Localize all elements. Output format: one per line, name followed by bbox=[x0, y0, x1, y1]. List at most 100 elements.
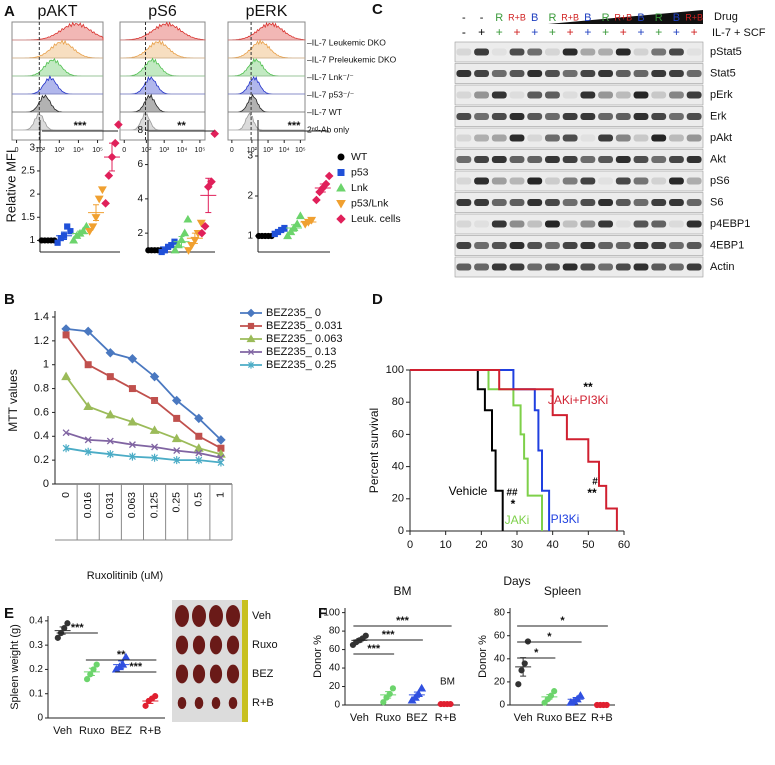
y-tick-label: 1.2 bbox=[34, 335, 49, 347]
series-line bbox=[65, 376, 222, 456]
blot-band bbox=[633, 91, 649, 99]
data-point bbox=[69, 235, 79, 244]
blot-band bbox=[456, 263, 472, 271]
data-point bbox=[180, 228, 190, 237]
histogram-legend: 2ⁿᵈ-Ab only bbox=[307, 124, 350, 134]
legend-label: Lnk bbox=[351, 182, 369, 194]
data-point bbox=[337, 153, 345, 161]
data-point bbox=[94, 195, 104, 204]
x-tick-label: Ruxo bbox=[537, 712, 563, 724]
histogram-legend: –IL-7 Lnk⁻/⁻ bbox=[307, 72, 354, 82]
data-point bbox=[247, 322, 255, 330]
y-tick-label: 3 bbox=[247, 151, 253, 162]
lane-drug: R bbox=[655, 12, 663, 24]
histogram-frame bbox=[11, 21, 104, 141]
x-tick-label: Veh bbox=[350, 712, 369, 724]
data-point bbox=[197, 228, 207, 238]
histogram-x-tick-label: 0 bbox=[122, 147, 126, 154]
blot-band bbox=[651, 91, 667, 99]
data-point bbox=[62, 444, 70, 453]
data-point bbox=[151, 397, 159, 404]
x-tick-label: 40 bbox=[547, 539, 559, 551]
x-tick-label: R+B bbox=[140, 725, 162, 737]
lane-drug: R bbox=[548, 12, 556, 24]
blot-band bbox=[474, 91, 490, 99]
blot-band bbox=[651, 156, 667, 163]
x-tick-label: 1 bbox=[215, 492, 227, 498]
histogram-legend: –IL-7 WT bbox=[307, 107, 342, 117]
lane-drug: R+B bbox=[508, 12, 526, 22]
data-point bbox=[110, 138, 120, 148]
blot-band bbox=[544, 242, 560, 249]
blot-band bbox=[598, 113, 614, 120]
blot-band bbox=[527, 199, 543, 206]
annotation: ## bbox=[506, 488, 518, 499]
blot-band bbox=[527, 220, 543, 228]
data-point bbox=[171, 395, 182, 406]
x-tick-label: 50 bbox=[582, 539, 594, 551]
blot-band bbox=[527, 91, 543, 99]
histogram-x-tick-label: 10² bbox=[247, 147, 258, 154]
y-tick-label: 2.5 bbox=[21, 166, 35, 177]
blot-band bbox=[580, 177, 596, 185]
blot-band bbox=[509, 113, 525, 120]
blot-row-label: pErk bbox=[710, 89, 733, 101]
lane-il7: + bbox=[655, 25, 662, 39]
series-line bbox=[65, 447, 221, 464]
chart-title: Spleen bbox=[544, 584, 581, 598]
blot-row-label: Erk bbox=[710, 110, 727, 122]
blot-band bbox=[527, 113, 543, 120]
data-point bbox=[337, 169, 345, 176]
y-tick-label: 8 bbox=[137, 125, 143, 136]
data-point bbox=[195, 456, 203, 465]
blot-band bbox=[562, 177, 578, 185]
data-point bbox=[85, 228, 95, 236]
blot-band bbox=[668, 242, 684, 249]
x-axis-label: Ruxolitinib (uM) bbox=[87, 570, 163, 582]
blot-row-label: 4EBP1 bbox=[710, 239, 744, 251]
blot-band bbox=[598, 91, 614, 99]
data-point bbox=[193, 443, 204, 452]
legend-label: p53 bbox=[351, 166, 369, 178]
data-point bbox=[217, 458, 225, 467]
blot-band bbox=[544, 263, 560, 271]
y-tick-label: 20 bbox=[392, 493, 404, 505]
blot-band bbox=[598, 48, 614, 56]
data-point bbox=[336, 182, 346, 192]
data-point bbox=[127, 354, 138, 364]
blot-band bbox=[615, 177, 631, 185]
data-point bbox=[389, 685, 397, 692]
blot-band bbox=[651, 242, 667, 249]
blot-band bbox=[686, 199, 702, 206]
blot-band bbox=[474, 156, 490, 163]
data-point bbox=[183, 214, 193, 223]
histogram-x-tick-label: 10⁴ bbox=[279, 147, 290, 154]
data-point bbox=[61, 371, 71, 381]
blot-band bbox=[456, 48, 472, 56]
data-point bbox=[93, 661, 100, 668]
blot-band bbox=[509, 177, 525, 185]
blot-band bbox=[615, 70, 631, 77]
blot-band bbox=[598, 156, 614, 163]
blot-row-label: p4EBP1 bbox=[710, 218, 750, 230]
survival-curve bbox=[410, 369, 551, 531]
blot-band bbox=[668, 91, 684, 99]
panel-label: F bbox=[318, 605, 327, 622]
spleen-image bbox=[175, 635, 189, 655]
data-point bbox=[83, 676, 91, 683]
blot-band bbox=[509, 91, 525, 99]
blot-band bbox=[633, 263, 649, 271]
x-tick-label: BEZ bbox=[565, 712, 587, 724]
annotation: JAKi+PI3Ki bbox=[548, 393, 608, 407]
legend-label: BEZ235_ 0.25 bbox=[266, 359, 336, 371]
histogram-x-tick-label: 10³ bbox=[54, 147, 65, 154]
blot-band bbox=[527, 70, 543, 77]
blot-strip bbox=[454, 84, 704, 106]
blot-band bbox=[633, 48, 649, 56]
histogram-x-tick-label: 10⁴ bbox=[73, 147, 84, 154]
blot-band bbox=[562, 48, 578, 56]
y-tick-label: 80 bbox=[494, 607, 506, 618]
blot-band bbox=[509, 48, 525, 56]
lane-drug: B bbox=[673, 12, 680, 24]
y-tick-label: 0 bbox=[499, 700, 505, 711]
